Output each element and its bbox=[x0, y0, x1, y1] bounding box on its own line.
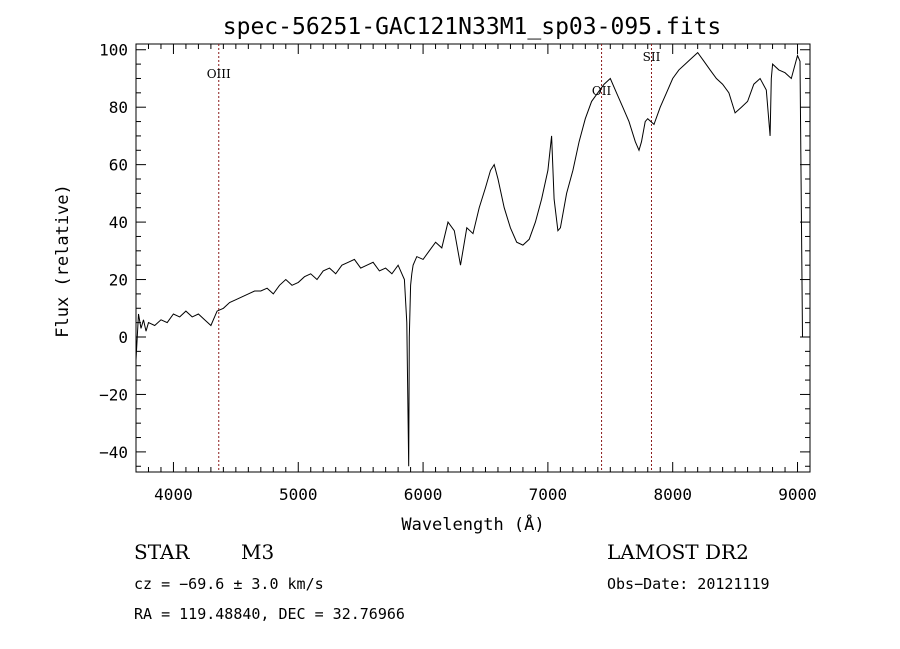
redshift-readout: cz = −69.6 ± 3.0 km/s bbox=[134, 575, 324, 593]
reference-line-label: SII bbox=[643, 50, 661, 64]
x-tick-label: 9000 bbox=[778, 485, 817, 504]
x-tick-label: 7000 bbox=[529, 485, 568, 504]
obs-date: Obs−Date: 20121119 bbox=[607, 575, 770, 593]
x-tick-label: 5000 bbox=[279, 485, 318, 504]
reference-line-label: OIII bbox=[207, 67, 231, 81]
chart-title: spec-56251-GAC121N33M1_sp03-095.fits bbox=[223, 14, 722, 40]
axis-ticks: 4000 5000 6000 7000 8000 9000 −40 −20 0 20 40 60 80 1… bbox=[99, 41, 817, 504]
coordinates-readout: RA = 119.48840, DEC = 32.76966 bbox=[134, 605, 405, 623]
x-tick-label: 6000 bbox=[404, 485, 443, 504]
y-tick-label: 40 bbox=[109, 213, 128, 232]
y-tick-label: 60 bbox=[109, 156, 128, 175]
spectrum-line bbox=[135, 51, 804, 467]
y-axis-label: Flux (relative) bbox=[53, 184, 73, 338]
y-tick-label: 0 bbox=[118, 328, 128, 347]
reference-line-label: OII bbox=[592, 84, 612, 98]
y-tick-label: −40 bbox=[99, 443, 128, 462]
y-tick-label: 100 bbox=[99, 41, 128, 60]
x-tick-label: 4000 bbox=[154, 485, 193, 504]
x-tick-label: 8000 bbox=[653, 485, 692, 504]
y-tick-label: 20 bbox=[109, 271, 128, 290]
plot-frame bbox=[135, 43, 811, 473]
object-class: STAR bbox=[134, 540, 190, 564]
object-subclass: M3 bbox=[241, 540, 274, 564]
y-tick-label: 80 bbox=[109, 98, 128, 117]
reference-lines: OIII OII SII bbox=[207, 44, 661, 472]
survey-name: LAMOST DR2 bbox=[607, 540, 749, 564]
x-axis-label: Wavelength (Å) bbox=[401, 513, 544, 535]
y-tick-label: −20 bbox=[99, 385, 128, 404]
